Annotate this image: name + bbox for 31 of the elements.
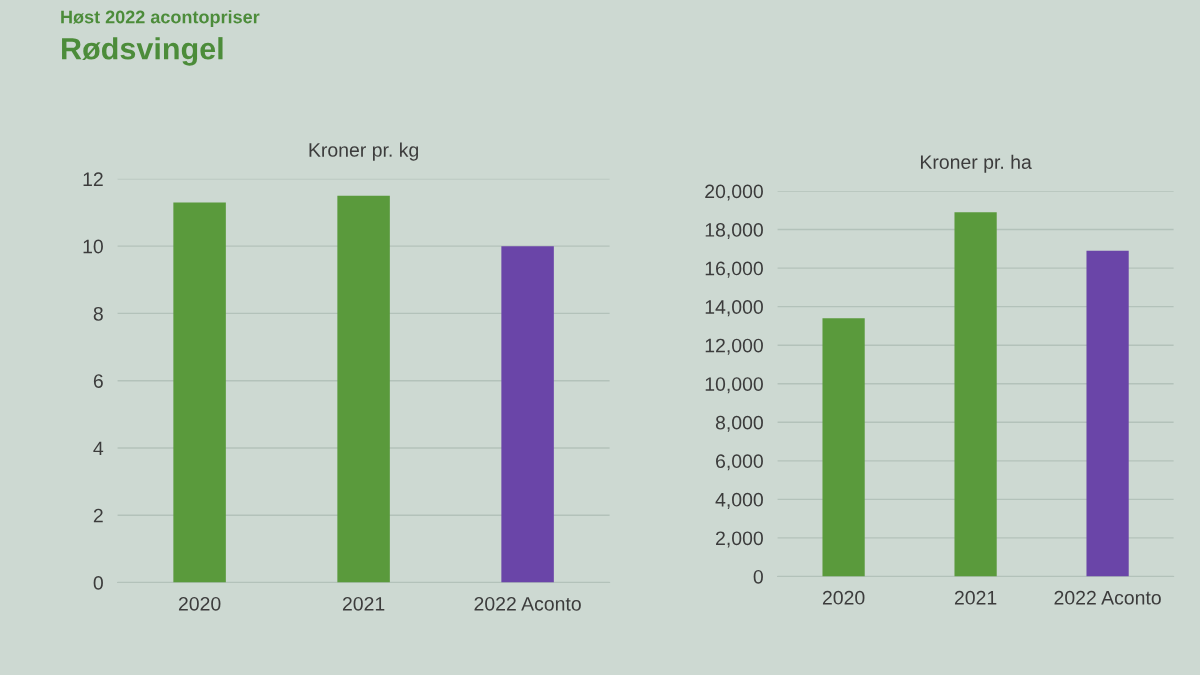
y-tick-label: 2 xyxy=(93,508,103,523)
x-tick-label: 2022 Aconto xyxy=(1054,590,1161,605)
x-tick-label: 2020 xyxy=(822,590,865,605)
y-tick-label: 12,000 xyxy=(705,338,763,355)
x-tick-label: 2022 Aconto xyxy=(474,596,581,611)
bar xyxy=(822,318,865,577)
bar xyxy=(1086,250,1129,577)
y-tick-label: 6 xyxy=(93,374,103,388)
text: Rødsvingel xyxy=(62,37,223,66)
x-tick-label: 2020 xyxy=(178,596,221,611)
y-tick-label: 6,000 xyxy=(716,454,763,471)
y-tick-label: 0 xyxy=(93,575,103,590)
y-tick-label: 2,000 xyxy=(716,531,763,548)
y-tick-label: 4,000 xyxy=(715,492,763,509)
x-tick-label: 2021 xyxy=(342,596,385,611)
y-tick-label: 10 xyxy=(83,239,103,254)
chart-title: Kroner pr. ha xyxy=(920,154,1032,173)
y-tick-label: 12 xyxy=(83,172,103,186)
text: Høst 2022 acontopriser xyxy=(61,10,260,27)
y-tick-label: 20,000 xyxy=(705,184,763,201)
x-tick-label: 2021 xyxy=(954,590,997,605)
y-tick-label: 4 xyxy=(93,441,104,456)
bar xyxy=(954,212,997,577)
y-tick-label: 8 xyxy=(93,306,103,321)
y-tick-label: 14,000 xyxy=(705,300,763,317)
y-tick-label: 16,000 xyxy=(705,261,763,278)
y-tick-label: 8,000 xyxy=(715,415,763,432)
y-tick-label: 0 xyxy=(753,569,763,584)
chart-title: Kroner pr. kg xyxy=(309,142,419,161)
y-tick-label: 10,000 xyxy=(705,377,763,394)
y-tick-label: 18,000 xyxy=(705,223,763,240)
